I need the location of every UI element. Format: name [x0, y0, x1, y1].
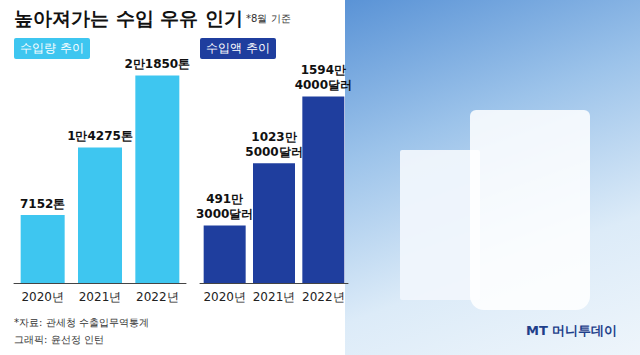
svg-text:3000달러: 3000달러	[196, 207, 253, 221]
svg-text:1594만: 1594만	[301, 63, 346, 77]
html-text:높아져가는 수입 우유 인기 *8월 기준: 높아져가는 수입 우유 인기 *8월 기준	[14, 7, 291, 29]
svg-text:4000달러: 4000달러	[295, 78, 352, 92]
svg-text:2020년: 2020년	[203, 290, 246, 304]
svg-text:1023만: 1023만	[251, 130, 296, 144]
html-text:그래픽: 윤선정 인턴: 그래픽: 윤선정 인턴	[14, 334, 104, 345]
svg-text:2만1850톤: 2만1850톤	[124, 57, 190, 71]
svg-text:491만: 491만	[206, 192, 243, 206]
svg-text:2022년: 2022년	[136, 290, 179, 304]
html-text:MT 머니투데이: MT 머니투데이	[526, 323, 618, 338]
html-text:*자료: 관세청 수출입무역통계: *자료: 관세청 수출입무역통계	[14, 317, 149, 328]
svg-text:2020년: 2020년	[21, 290, 64, 304]
html-text:수입량 추이: 수입량 추이	[20, 41, 84, 55]
svg-text:7152톤: 7152톤	[20, 197, 65, 211]
svg-text:5000달러: 5000달러	[245, 145, 302, 159]
svg-text:2021년: 2021년	[253, 290, 296, 304]
html-text:수입액 추이: 수입액 추이	[206, 41, 270, 55]
svg-text:2021년: 2021년	[79, 290, 122, 304]
svg-text:1만4275톤: 1만4275톤	[67, 129, 133, 143]
svg-text:2022년: 2022년	[302, 290, 345, 304]
